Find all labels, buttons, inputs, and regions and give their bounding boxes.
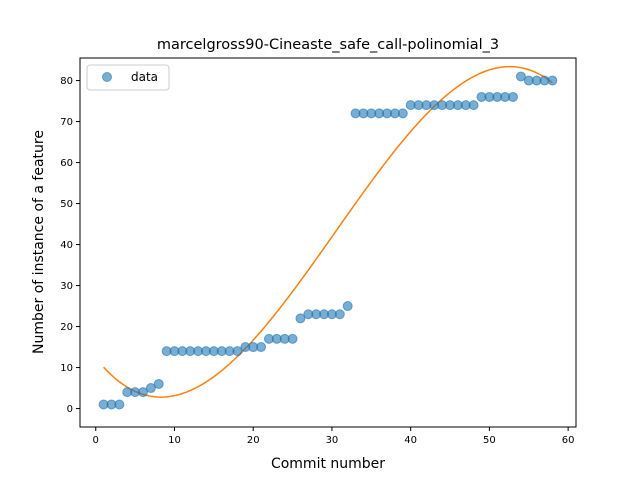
x-tick-label: 50 xyxy=(483,435,496,446)
data-point xyxy=(232,346,243,357)
x-tick-label: 30 xyxy=(326,435,339,446)
data-point xyxy=(153,378,164,389)
data-point xyxy=(137,387,148,398)
y-axis-label: Number of instance of a feature xyxy=(31,130,47,354)
y-axis-ticks: 0 10 20 30 40 50 60 70 80 xyxy=(60,76,80,415)
y-tick-label: 70 xyxy=(60,117,73,128)
legend-label-data: data xyxy=(131,70,158,84)
chart-title: marcelgross90-Cineaste_safe_call-polinom… xyxy=(157,37,499,53)
data-point xyxy=(114,399,125,410)
data-point xyxy=(508,91,519,102)
x-tick-label: 20 xyxy=(247,435,260,446)
legend-box xyxy=(86,64,170,91)
legend-marker-data xyxy=(102,72,112,82)
data-point xyxy=(287,333,298,344)
data-point xyxy=(342,301,353,312)
y-tick-label: 30 xyxy=(60,281,73,292)
plot-frame xyxy=(79,57,577,428)
y-tick-label: 80 xyxy=(60,76,73,87)
y-tick-label: 10 xyxy=(60,363,73,374)
x-axis-ticks: 0 10 20 30 40 50 60 xyxy=(93,427,575,446)
x-tick-label: 10 xyxy=(168,435,181,446)
x-tick-label: 0 xyxy=(93,435,99,446)
data-point xyxy=(295,313,306,324)
x-axis-label: Commit number xyxy=(271,456,385,472)
y-tick-label: 40 xyxy=(60,240,73,251)
data-points-layer xyxy=(98,71,558,410)
legend: data xyxy=(86,64,170,91)
data-point xyxy=(334,309,345,320)
fit-curve-layer xyxy=(103,65,553,398)
y-tick-label: 20 xyxy=(60,322,73,333)
data-point xyxy=(468,100,479,111)
data-point xyxy=(515,71,526,82)
y-tick-label: 0 xyxy=(67,404,73,415)
y-tick-label: 50 xyxy=(60,199,73,210)
data-point xyxy=(397,108,408,119)
fit-curve xyxy=(103,65,553,398)
data-point xyxy=(547,75,558,86)
y-tick-label: 60 xyxy=(60,158,73,169)
x-tick-label: 60 xyxy=(562,435,575,446)
data-point xyxy=(256,342,267,353)
x-tick-label: 40 xyxy=(404,435,417,446)
data-point xyxy=(145,383,156,394)
